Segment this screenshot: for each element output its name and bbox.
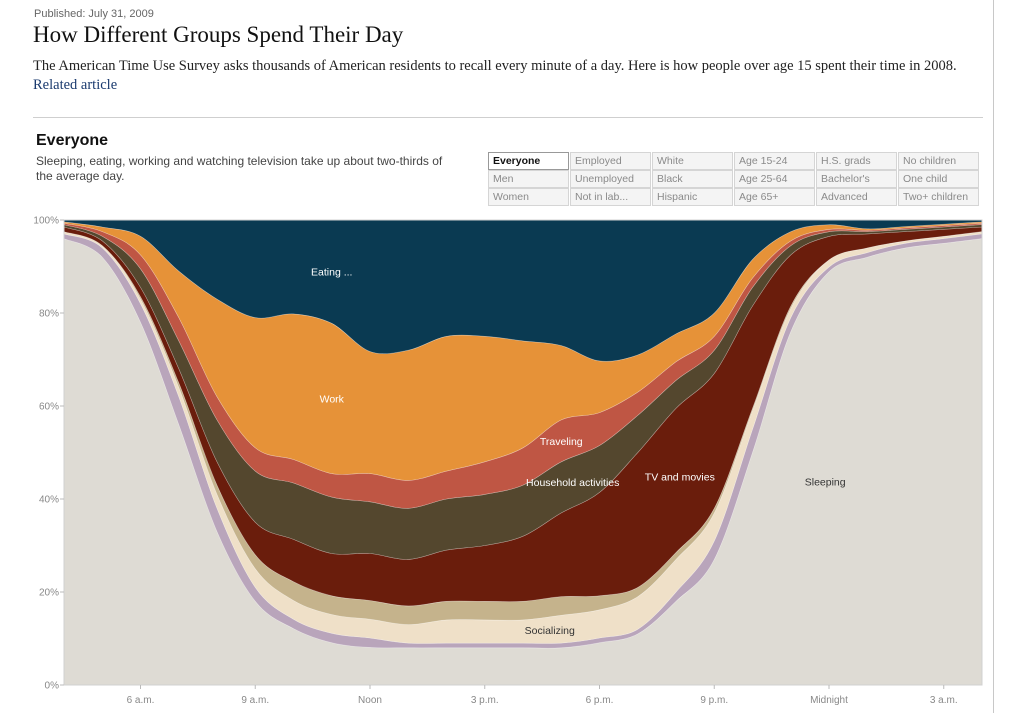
group-option-not-in-lab[interactable]: Not in lab... bbox=[570, 188, 651, 206]
group-option-unemployed[interactable]: Unemployed bbox=[570, 170, 651, 188]
group-option-everyone[interactable]: Everyone bbox=[488, 152, 569, 170]
group-selector: Everyone Employed White Age 15-24 H.S. grads… bbox=[488, 152, 982, 206]
group-option-age-65[interactable]: Age 65+ bbox=[734, 188, 815, 206]
stacked-area-chart: 0% 20% 40% 60% 80% 100% 6 a.m. 9 a.m. Noon 3 p.m.… bbox=[33, 216, 983, 706]
group-option-men[interactable]: Men bbox=[488, 170, 569, 188]
headline: How Different Groups Spend Their Day bbox=[33, 22, 404, 47]
group-option-age-15-24[interactable]: Age 15-24 bbox=[734, 152, 815, 170]
group-option-hispanic[interactable]: Hispanic bbox=[652, 188, 733, 206]
area-label-tv-and-movies: TV and movies bbox=[645, 471, 715, 483]
y-tick-label-100: 100% bbox=[33, 216, 59, 227]
area-label-socializing: Socializing bbox=[525, 625, 575, 637]
area-tv-and-movies[interactable] bbox=[63, 226, 983, 607]
group-option-age-25-64[interactable]: Age 25-64 bbox=[734, 170, 815, 188]
y-tick-label-60: 60% bbox=[39, 402, 59, 413]
x-tick-label-3-p-m: 3 p.m. bbox=[471, 695, 499, 706]
group-option-black[interactable]: Black bbox=[652, 170, 733, 188]
x-tick-label-6-a-m: 6 a.m. bbox=[127, 695, 155, 706]
intro-text: The American Time Use Survey asks thousa… bbox=[33, 58, 957, 74]
group-option-white[interactable]: White bbox=[652, 152, 733, 170]
x-tick-label-3-a-m: 3 a.m. bbox=[930, 695, 958, 706]
group-option-women[interactable]: Women bbox=[488, 188, 569, 206]
section-divider bbox=[33, 117, 983, 118]
x-tick-label-9-p-m: 9 p.m. bbox=[700, 695, 728, 706]
group-option-two-children[interactable]: Two+ children bbox=[898, 188, 979, 206]
y-tick-label-80: 80% bbox=[39, 309, 59, 320]
area-label-sleeping: Sleeping bbox=[805, 476, 846, 488]
group-option-no-children[interactable]: No children bbox=[898, 152, 979, 170]
y-tick-label-0: 0% bbox=[45, 681, 60, 692]
group-option-h-s-grads[interactable]: H.S. grads bbox=[816, 152, 897, 170]
area-label-eating: Eating ... bbox=[311, 267, 352, 279]
area-socializing[interactable] bbox=[63, 231, 983, 644]
y-tick-label-20: 20% bbox=[39, 588, 59, 599]
group-description: Sleeping, eating, working and watching t… bbox=[36, 154, 443, 183]
area-label-household-activities: Household activities bbox=[526, 477, 619, 489]
group-title: Everyone bbox=[36, 132, 109, 149]
x-tick-label-noon: Noon bbox=[358, 695, 382, 706]
x-tick-label-midnight: Midnight bbox=[810, 695, 848, 706]
group-option-advanced[interactable]: Advanced bbox=[816, 188, 897, 206]
page-right-border bbox=[993, 0, 994, 713]
intro-paragraph: The American Time Use Survey asks thousa… bbox=[33, 57, 973, 95]
area-label-work: Work bbox=[320, 393, 345, 405]
y-tick-label-40: 40% bbox=[39, 495, 59, 506]
x-tick-label-6-p-m: 6 p.m. bbox=[586, 695, 614, 706]
related-article-link[interactable]: Related article bbox=[33, 77, 118, 93]
group-option-bachelor-s[interactable]: Bachelor's bbox=[816, 170, 897, 188]
x-tick-label-9-a-m: 9 a.m. bbox=[241, 695, 269, 706]
group-option-employed[interactable]: Employed bbox=[570, 152, 651, 170]
plot-frame bbox=[63, 219, 983, 686]
published-date: Published: July 31, 2009 bbox=[34, 8, 154, 20]
group-option-one-child[interactable]: One child bbox=[898, 170, 979, 188]
area-label-traveling: Traveling bbox=[540, 436, 583, 448]
